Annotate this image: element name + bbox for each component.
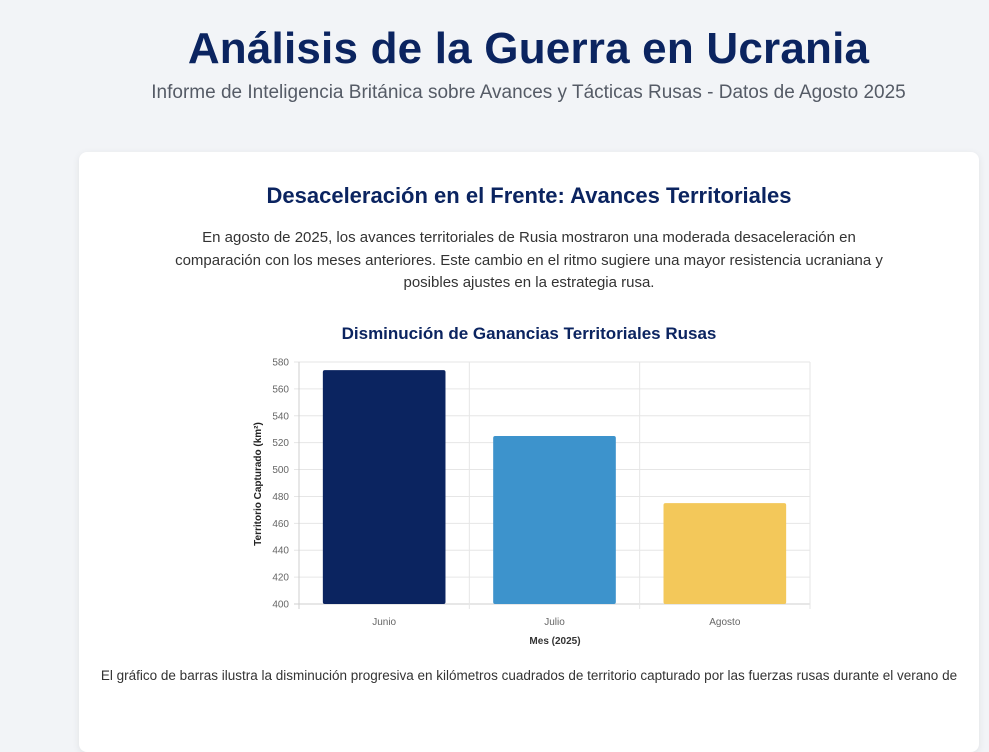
y-tick-label: 420 xyxy=(272,573,289,584)
territory-bar-chart: Disminución de Ganancias Territoriales R… xyxy=(253,324,811,647)
y-tick-label: 400 xyxy=(272,600,289,611)
chart-bars xyxy=(322,370,787,604)
bar-julio[interactable] xyxy=(493,435,616,604)
section-intro: En agosto de 2025, los avances territori… xyxy=(175,229,883,291)
x-tick-label: Junio xyxy=(372,617,396,628)
chart-description: El gráfico de barras ilustra la disminuc… xyxy=(100,668,958,683)
x-tick-label: Julio xyxy=(544,617,565,628)
y-axis-ticks: 400 420 440 460 480 500 520 540 560 580 xyxy=(272,358,289,611)
y-tick-label: 480 xyxy=(272,492,289,503)
chart-title: Disminución de Ganancias Territoriales R… xyxy=(342,324,717,343)
section-title: Desaceleración en el Frente: Avances Ter… xyxy=(266,183,792,208)
x-tick-label: Agosto xyxy=(709,617,741,628)
y-tick-label: 560 xyxy=(272,384,289,395)
page-header: Análisis de la Guerra en Ucrania Informe… xyxy=(34,0,989,104)
y-axis-label: Territorio Capturado (km²) xyxy=(253,422,264,546)
page-title: Análisis de la Guerra en Ucrania xyxy=(187,24,870,73)
page-subtitle: Informe de Inteligencia Británica sobre … xyxy=(151,82,906,103)
content-card: Desaceleración en el Frente: Avances Ter… xyxy=(79,152,979,752)
y-tick-label: 580 xyxy=(272,358,289,369)
x-axis-label: Mes (2025) xyxy=(529,636,580,647)
y-tick-label: 520 xyxy=(272,438,289,449)
x-axis-ticks: Junio Julio Agosto xyxy=(372,617,741,628)
bar-junio[interactable] xyxy=(322,370,446,604)
y-tick-label: 500 xyxy=(272,465,289,476)
y-tick-label: 540 xyxy=(272,411,289,422)
y-tick-label: 460 xyxy=(272,519,289,530)
bar-agosto[interactable] xyxy=(663,503,787,604)
y-tick-label: 440 xyxy=(272,546,289,557)
